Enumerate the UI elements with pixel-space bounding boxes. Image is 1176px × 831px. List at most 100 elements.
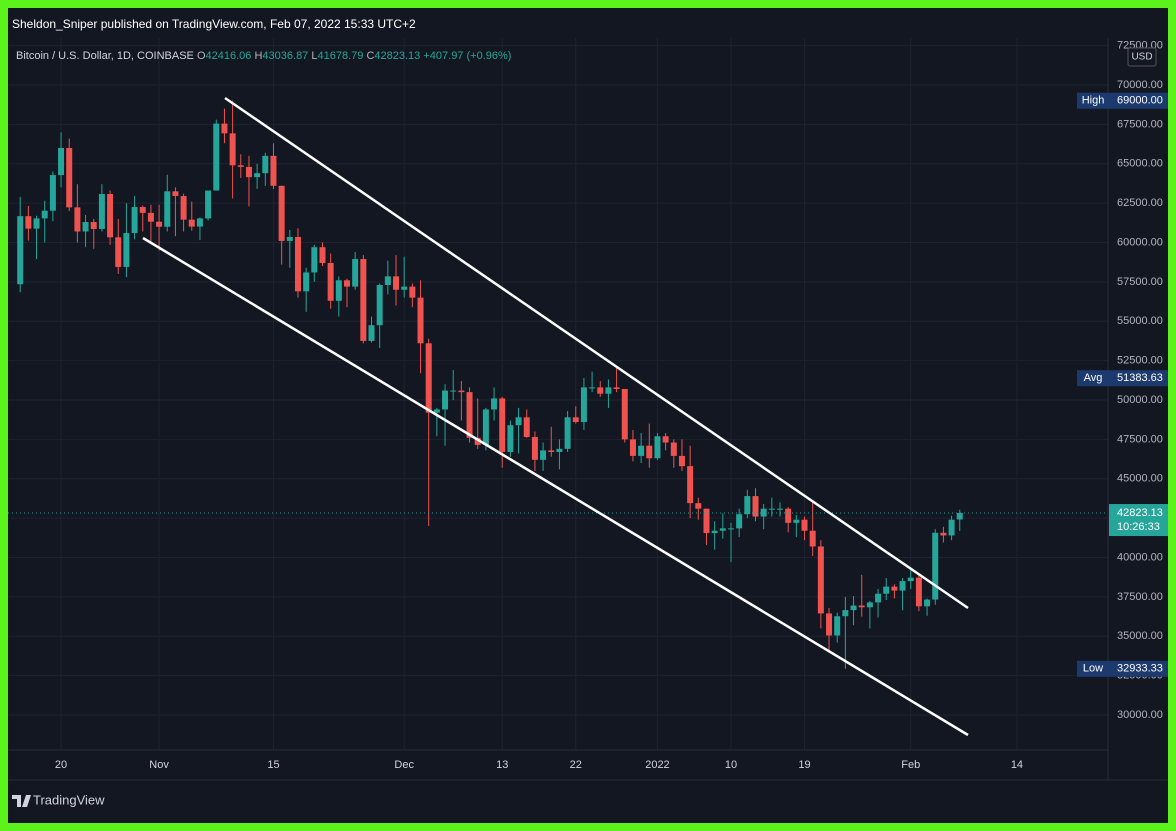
candle-body	[474, 437, 481, 445]
candle-body	[793, 519, 800, 523]
candle-body	[205, 190, 212, 219]
x-tick-label: Dec	[394, 759, 414, 771]
candle-body	[17, 216, 24, 285]
candle-body	[360, 259, 367, 341]
candle-body	[727, 528, 734, 530]
x-tick-label: 15	[267, 759, 279, 771]
candle-body	[172, 191, 179, 197]
candle-body	[907, 577, 914, 582]
legend: Bitcoin / U.S. Dollar, 1D, COINBASE O424…	[16, 50, 511, 62]
candle-body	[899, 581, 906, 591]
candle-body	[278, 185, 285, 241]
candle-body	[924, 599, 931, 607]
countdown: 10:26:33	[1117, 521, 1160, 533]
candle-body	[736, 514, 743, 529]
y-tick-label: 47500.00	[1117, 433, 1163, 445]
candle-body	[41, 210, 48, 219]
logo	[12, 795, 31, 807]
candle-body	[491, 398, 498, 410]
y-tick-label: 35000.00	[1117, 630, 1163, 642]
candle-body	[646, 445, 653, 459]
candle-body	[703, 508, 710, 534]
candle-body	[425, 343, 432, 413]
y-tick-label: 67500.00	[1117, 118, 1163, 130]
y-tick-label: 30000.00	[1117, 709, 1163, 721]
candle-body	[678, 455, 685, 467]
candle-body	[147, 212, 154, 222]
candle-body	[866, 602, 873, 608]
y-tick-label: 55000.00	[1117, 315, 1163, 327]
candle-body	[564, 417, 571, 449]
y-tick-label: 40000.00	[1117, 551, 1163, 563]
candle-body	[597, 387, 604, 394]
axes: 30000.0032500.0035000.0037500.0040000.00…	[55, 40, 1168, 771]
candle-body	[760, 508, 767, 517]
y-tick-label: 62500.00	[1117, 197, 1163, 209]
candle-body	[482, 409, 489, 445]
legend-value: 41678.79	[318, 50, 364, 62]
y-tick-label: 50000.00	[1117, 394, 1163, 406]
x-tick-label: Feb	[901, 759, 920, 771]
candle-body	[107, 193, 114, 238]
candle-body	[376, 285, 383, 326]
candle-body	[752, 496, 759, 517]
candle-body	[654, 436, 661, 459]
candle-body	[433, 409, 440, 413]
candle-body	[442, 390, 449, 410]
last-price-label: 42823.13	[1117, 507, 1163, 519]
candle-body	[319, 247, 326, 263]
candle-body	[580, 387, 587, 423]
x-tick-label: 22	[570, 759, 582, 771]
candle-body	[915, 577, 922, 607]
candle-body	[809, 530, 816, 547]
candle-body	[384, 276, 391, 286]
candle-body	[188, 219, 195, 227]
candle-body	[115, 237, 122, 267]
x-tick-label: Nov	[149, 759, 169, 771]
candle-body	[262, 155, 269, 174]
candle-body	[948, 519, 955, 536]
candle-body	[572, 417, 579, 423]
legend-symbol: Bitcoin / U.S. Dollar, 1D, COINBASE	[16, 50, 194, 62]
candle-body	[638, 445, 645, 456]
candle-body	[180, 196, 187, 220]
footer-brand: TradingView	[33, 792, 105, 807]
candle-body	[629, 439, 636, 456]
candle-body	[858, 605, 865, 608]
legend-value: 42823.13	[374, 50, 420, 62]
legend-letter: C	[366, 50, 374, 62]
candle-body	[891, 586, 898, 591]
legend-value: 42416.06	[206, 50, 252, 62]
currency-box	[1127, 47, 1157, 67]
candle-body	[335, 280, 342, 301]
candle-body	[842, 610, 849, 617]
marker-value-box	[1109, 92, 1168, 109]
candle-body	[237, 165, 244, 167]
candle-body	[82, 222, 89, 232]
candle-body	[74, 207, 81, 232]
y-tick-label: 65000.00	[1117, 158, 1163, 170]
candle-body	[523, 417, 530, 438]
candle-body	[670, 442, 677, 456]
header-title: Sheldon_Sniper published on TradingView.…	[12, 17, 416, 31]
currency: USD	[1131, 52, 1152, 63]
candle-body	[213, 123, 220, 191]
legend-letter: H	[254, 50, 262, 62]
candle-body	[49, 175, 56, 211]
candle-body	[515, 417, 522, 426]
candle-body	[458, 390, 465, 393]
candle-body	[25, 216, 32, 229]
candle-body	[940, 532, 947, 536]
legend-letter: O	[197, 50, 206, 62]
y-tick-label: 52500.00	[1117, 355, 1163, 367]
candle-body	[719, 528, 726, 531]
candle-body	[540, 450, 547, 460]
candle-body	[613, 387, 620, 389]
last-price-box	[1109, 504, 1168, 537]
candle-body	[875, 593, 882, 603]
marker-value-box	[1109, 660, 1168, 677]
y-tick-label: 70000.00	[1117, 79, 1163, 91]
marker-name-box	[1077, 660, 1109, 677]
marker-name: Avg	[1084, 372, 1103, 384]
